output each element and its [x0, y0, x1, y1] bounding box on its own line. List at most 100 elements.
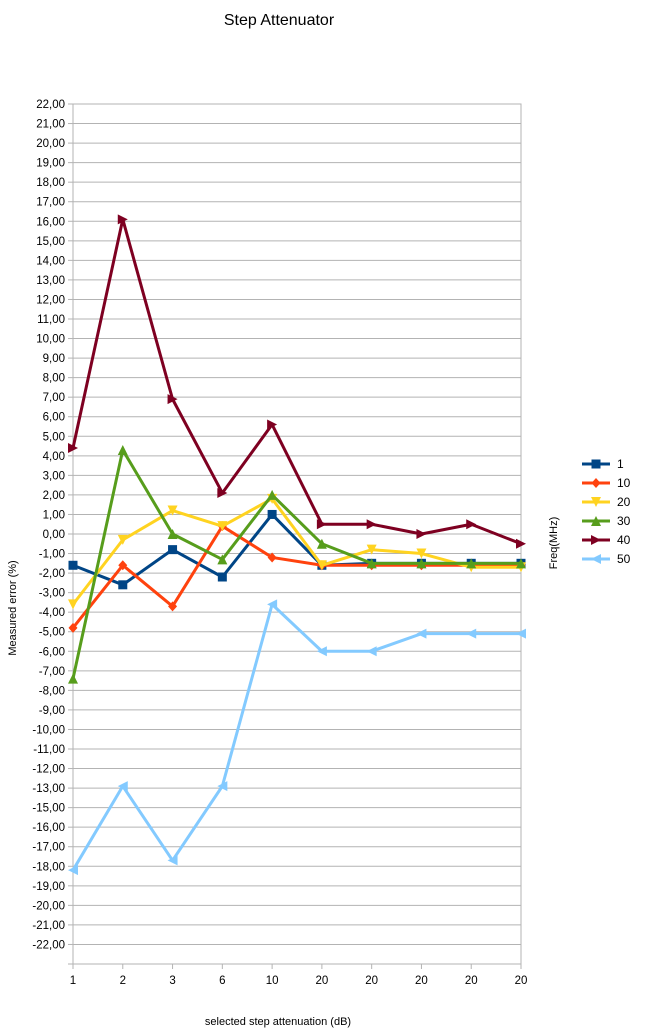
y-tick-label: -3,00 [39, 588, 65, 600]
y-tick-label: 19,00 [36, 158, 65, 170]
data-point [466, 558, 477, 569]
series-line [71, 448, 521, 679]
data-point [68, 599, 78, 610]
y-tick-label: -5,00 [39, 627, 65, 639]
data-point [267, 552, 277, 563]
data-point [68, 560, 78, 570]
y-tick-label: 10,00 [36, 334, 65, 346]
data-point [267, 419, 278, 430]
y-tick-label: -12,00 [32, 764, 65, 776]
data-point [68, 673, 78, 684]
legend-item: 40 [582, 533, 631, 547]
y-tick-label: -6,00 [39, 646, 65, 658]
gridlines [68, 103, 522, 969]
x-tick-label: 20 [515, 975, 528, 987]
y-tick-label: 1,00 [43, 509, 65, 521]
data-point [217, 521, 228, 532]
data-point [118, 560, 128, 571]
series-line [72, 512, 521, 587]
x-tick-label: 6 [219, 975, 225, 987]
y-tick-label: 6,00 [43, 412, 65, 424]
y-tick-label: -16,00 [32, 822, 65, 834]
series-50 [68, 599, 526, 876]
y-tick-label: -9,00 [39, 705, 65, 717]
series-line [71, 497, 521, 606]
y-tick-label: 11,00 [37, 314, 65, 326]
data-point [167, 394, 178, 405]
y-tick-label: -4,00 [39, 607, 65, 619]
y-axis-ticks: 22,00 21,00 20,00 19,00 18,00 17,00 16,00 15,00… [32, 99, 65, 951]
y-tick-label: -15,00 [32, 803, 65, 815]
legend-title: Freq(MHz) [548, 517, 560, 570]
x-tick-label: 10 [266, 975, 279, 987]
x-axis-ticks: 1 2 3 6 10 20 20 20 20 20 [70, 975, 528, 987]
series-line [71, 217, 522, 546]
y-tick-label: 8,00 [43, 373, 65, 385]
legend-item: 30 [582, 514, 631, 528]
legend-label: 30 [617, 514, 631, 528]
y-tick-label: -13,00 [32, 783, 65, 795]
data-point [366, 544, 377, 555]
x-tick-label: 20 [415, 975, 428, 987]
y-tick-label: -7,00 [39, 666, 65, 678]
series-30 [68, 444, 526, 684]
y-tick-label: 4,00 [43, 451, 65, 463]
y-tick-label: -11,00 [33, 744, 65, 756]
series-lines [68, 214, 526, 876]
data-point [217, 781, 228, 792]
data-point [267, 489, 278, 500]
y-tick-label: -10,00 [32, 724, 65, 736]
y-tick-label: 18,00 [36, 177, 65, 189]
legend-marker [591, 516, 601, 526]
data-point [466, 628, 477, 639]
y-tick-label: -22,00 [32, 939, 65, 951]
data-point [366, 519, 377, 530]
legend-label: 40 [617, 533, 631, 547]
data-point [416, 628, 427, 639]
data-point [217, 554, 228, 565]
y-tick-label: 0,00 [43, 529, 65, 541]
data-point [68, 443, 78, 453]
legend-marker [591, 554, 601, 564]
x-axis-title: selected step attenuation (dB) [205, 1016, 351, 1028]
y-tick-label: -8,00 [39, 685, 65, 697]
data-point [416, 529, 427, 539]
x-tick-label: 2 [120, 975, 126, 987]
legend-label: 50 [617, 552, 631, 566]
data-point [167, 529, 178, 539]
y-tick-label: 5,00 [43, 431, 65, 443]
series-40 [68, 214, 526, 549]
y-tick-label: 12,00 [36, 294, 65, 306]
y-tick-label: 20,00 [36, 138, 65, 150]
data-point [316, 560, 327, 571]
y-tick-label: -2,00 [39, 568, 65, 580]
data-point [117, 444, 128, 455]
data-point [167, 855, 178, 866]
y-tick-label: -18,00 [32, 861, 65, 873]
series-line [71, 602, 521, 871]
data-point [117, 781, 128, 792]
legend-marker [591, 478, 601, 488]
data-point [217, 572, 227, 582]
data-point [316, 538, 327, 549]
data-point [366, 558, 377, 569]
legend: 1 10 20 30 40 50 [582, 457, 631, 566]
y-tick-label: 14,00 [36, 255, 65, 267]
data-point [366, 646, 377, 657]
legend-item: 20 [582, 495, 631, 509]
data-point [416, 548, 427, 559]
legend-item: 10 [582, 476, 631, 490]
data-point [416, 558, 427, 569]
data-point [68, 622, 78, 633]
x-tick-label: 20 [365, 975, 378, 987]
y-tick-label: 22,00 [36, 99, 65, 111]
y-tick-label: 13,00 [36, 275, 65, 287]
y-tick-label: 7,00 [43, 392, 65, 404]
data-point [68, 865, 78, 876]
x-tick-label: 20 [315, 975, 328, 987]
data-point [516, 558, 526, 569]
data-point [168, 601, 178, 612]
data-point [168, 545, 178, 555]
